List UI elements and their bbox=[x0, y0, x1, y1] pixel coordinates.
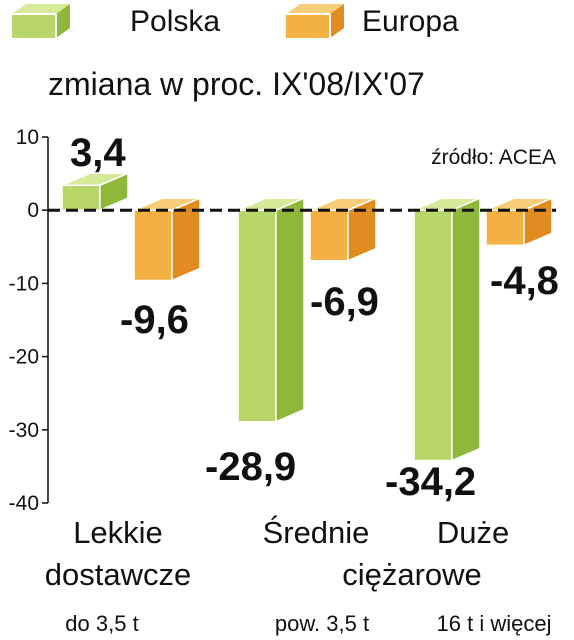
bars bbox=[61, 172, 553, 462]
category-lekkie-sub: do 3,5 t bbox=[65, 611, 138, 636]
category-shared-line2: ciężarowe bbox=[342, 557, 482, 592]
value-labels: 3,4 -28,9 -34,2 -9,6 -6,9 -4,8 bbox=[70, 131, 559, 504]
category-lekkie-line2: dostawcze bbox=[45, 557, 191, 592]
value-label-polska-1: -28,9 bbox=[205, 445, 296, 489]
bar-polska-0 bbox=[61, 172, 129, 212]
bar-europa-1 bbox=[309, 197, 377, 262]
y-tick-label: -30 bbox=[9, 419, 39, 442]
category-lekkie-line1: Lekkie bbox=[73, 515, 163, 550]
bar-europa-0 bbox=[133, 197, 201, 282]
chart-subtitle: zmiana w proc. IX'08/IX'07 bbox=[48, 66, 425, 102]
value-label-europa-2: -4,8 bbox=[490, 259, 559, 303]
value-label-europa-0: -9,6 bbox=[120, 298, 189, 342]
value-label-polska-2: -34,2 bbox=[385, 460, 476, 504]
category-srednie-sub: pow. 3,5 t bbox=[275, 611, 369, 636]
bar-polska-1 bbox=[237, 197, 305, 423]
legend-label-europa: Europa bbox=[362, 5, 459, 38]
y-tick-label: -10 bbox=[9, 272, 39, 295]
category-duze-sub: 16 t i więcej bbox=[437, 611, 552, 636]
source-note: źródło: ACEA bbox=[431, 146, 556, 169]
value-label-europa-1: -6,9 bbox=[310, 280, 379, 324]
category-srednie-line1: Średnie bbox=[263, 514, 370, 550]
y-tick-label: -40 bbox=[9, 492, 39, 515]
legend-swatch-polska bbox=[12, 4, 70, 38]
legend-swatch-europa bbox=[286, 4, 344, 38]
legend-label-polska: Polska bbox=[130, 5, 220, 38]
y-tick-label: 10 bbox=[16, 126, 39, 149]
bar-polska-2 bbox=[413, 197, 481, 462]
bar-europa-2 bbox=[485, 197, 553, 247]
y-tick-label: 0 bbox=[27, 199, 39, 222]
y-axis: 10 0 -10 -20 -30 -40 bbox=[9, 126, 49, 515]
y-tick-label: -20 bbox=[9, 346, 39, 369]
category-duze-line1: Duże bbox=[437, 515, 509, 550]
value-label-polska-0: 3,4 bbox=[70, 131, 126, 175]
legend: Polska Europa bbox=[12, 4, 459, 38]
category-labels: Lekkie dostawcze do 3,5 t Średnie Duże c… bbox=[45, 514, 552, 636]
